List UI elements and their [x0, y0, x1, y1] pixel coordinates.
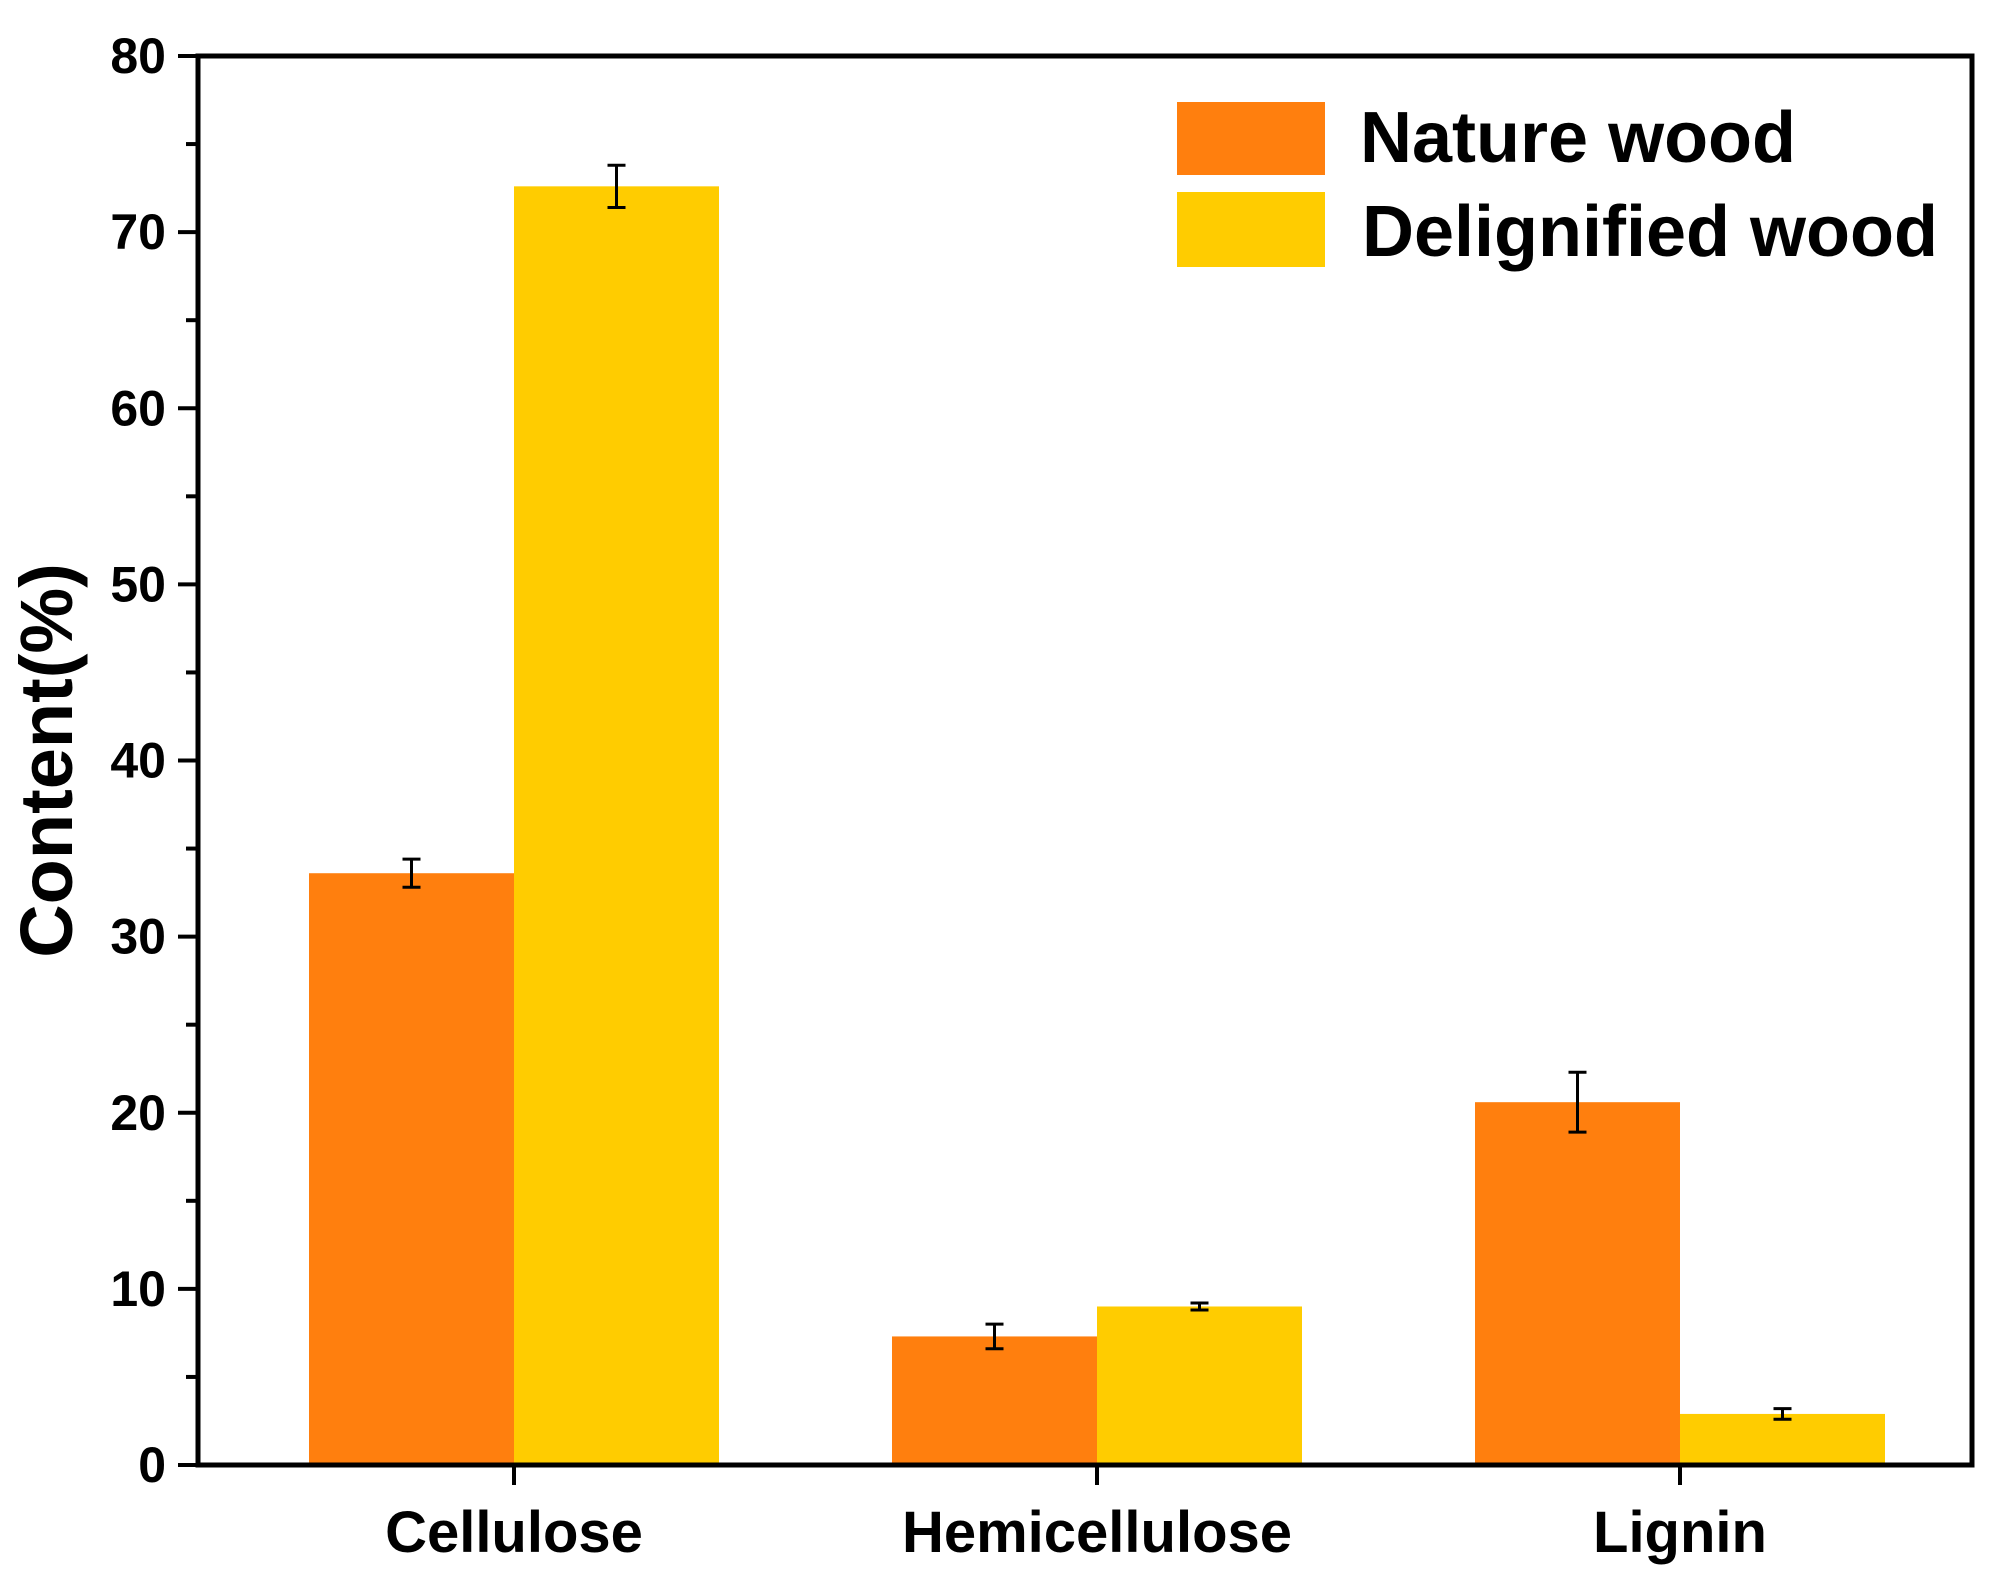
- legend-item-nature-wood: Nature wood: [1177, 98, 1796, 178]
- y-tick-label: 40: [110, 733, 166, 789]
- x-tick-label-hemicellulose: Hemicellulose: [902, 1500, 1292, 1565]
- legend-swatch: [1177, 192, 1325, 267]
- y-tick-label: 10: [110, 1261, 166, 1317]
- bar-delignified-wood-cellulose: [514, 186, 719, 1465]
- legend-swatch: [1177, 102, 1325, 175]
- bar-delignified-wood-lignin: [1680, 1413, 1885, 1465]
- legend-label: Delignified wood: [1362, 192, 1938, 272]
- y-tick-label: 60: [110, 380, 166, 436]
- legend-item-delignified-wood: Delignified wood: [1177, 192, 1938, 272]
- y-tick-label: 80: [110, 28, 166, 84]
- bar-delignified-wood-hemicellulose: [1097, 1306, 1302, 1465]
- y-tick-label: 70: [110, 204, 166, 260]
- x-tick-label-lignin: Lignin: [1593, 1500, 1767, 1565]
- legend-label: Nature wood: [1360, 98, 1796, 178]
- x-axis: Cellulose Hemicellulose Lignin: [385, 1465, 1767, 1565]
- error-bar-nature-wood-cellulose: [402, 857, 421, 889]
- y-tick-label: 0: [138, 1437, 166, 1493]
- y-tick-label: 20: [110, 1085, 166, 1141]
- error-bar-delignified-wood-hemicellulose: [1190, 1301, 1209, 1312]
- y-tick-label: 30: [110, 909, 166, 965]
- error-bar-delignified-wood-cellulose: [607, 163, 626, 209]
- error-bar-delignified-wood-lignin: [1773, 1407, 1792, 1421]
- bar-nature-wood-cellulose: [309, 873, 514, 1465]
- bar-nature-wood-lignin: [1475, 1102, 1680, 1465]
- y-axis: 0 10 20 30 40 50 60 70 80: [110, 28, 198, 1493]
- y-axis-title: Content(%): [5, 563, 88, 958]
- y-tick-label: 50: [110, 556, 166, 612]
- bars-layer: [309, 186, 1885, 1465]
- legend: Nature wood Delignified wood: [1177, 98, 1938, 272]
- x-tick-label-cellulose: Cellulose: [385, 1500, 643, 1565]
- bar-nature-wood-hemicellulose: [892, 1336, 1097, 1465]
- error-bar-nature-wood-lignin: [1568, 1070, 1587, 1134]
- error-bar-nature-wood-hemicellulose: [985, 1322, 1004, 1351]
- error-bars-layer: [402, 163, 1792, 1421]
